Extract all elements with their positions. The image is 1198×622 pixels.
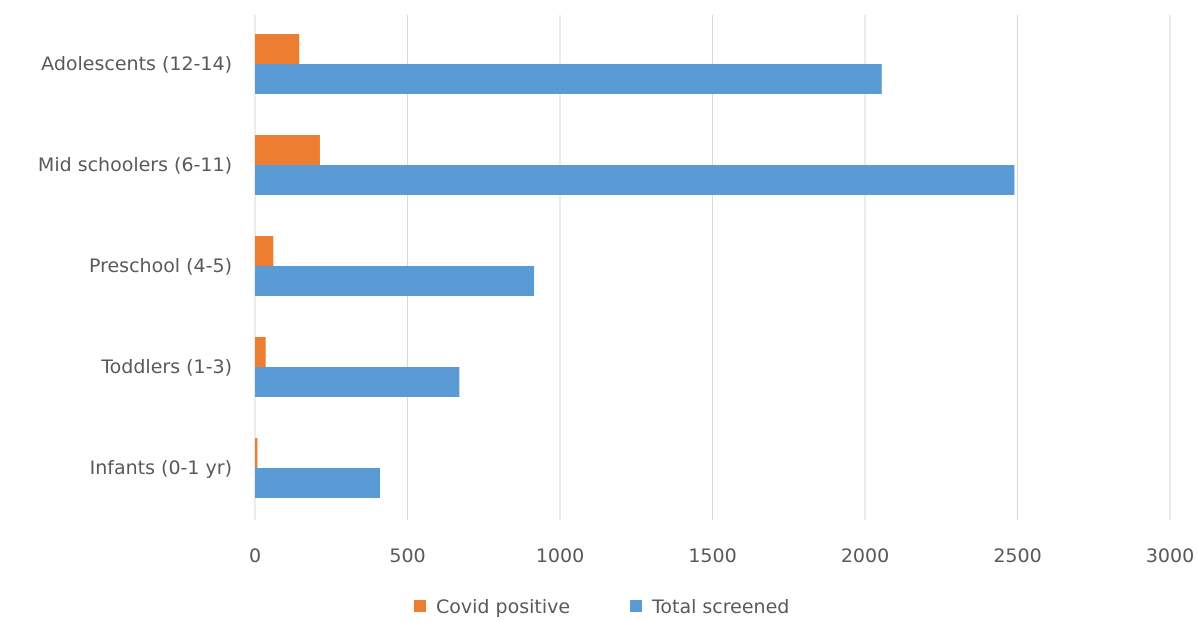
bar-covid-positive (255, 337, 266, 367)
bar-covid-positive (255, 135, 320, 165)
category-label: Mid schoolers (6-11) (38, 154, 232, 176)
bar-total-screened (255, 468, 381, 498)
legend-swatch (414, 600, 426, 612)
x-tick-label: 3000 (1146, 545, 1194, 567)
x-tick-label: 1500 (688, 545, 736, 567)
legend: Covid positive Total screened (414, 596, 789, 618)
legend-label: Total screened (651, 596, 789, 618)
x-tick-label: 500 (389, 545, 425, 567)
bar-covid-positive (255, 34, 300, 64)
bar-covid-positive (255, 236, 274, 266)
bar-total-screened (255, 165, 1015, 195)
bar-total-screened (255, 367, 460, 397)
legend-swatch (630, 600, 642, 612)
category-label: Infants (0-1 yr) (90, 457, 232, 479)
x-tick-label: 2000 (841, 545, 889, 567)
x-tick-labels: 0 500 1000 1500 2000 2500 3000 (249, 545, 1194, 567)
x-tick-label: 0 (249, 545, 261, 567)
category-label: Toddlers (1-3) (100, 356, 232, 378)
legend-label: Covid positive (436, 596, 570, 618)
bars (255, 34, 1015, 498)
gridlines (254, 15, 1171, 520)
bar-covid-positive (255, 438, 258, 468)
category-label: Adolescents (12-14) (41, 53, 232, 75)
category-label: Preschool (4-5) (89, 255, 232, 277)
bar-total-screened (255, 266, 535, 296)
category-labels: Adolescents (12-14) Mid schoolers (6-11) P… (38, 53, 232, 479)
x-tick-label: 1000 (536, 545, 584, 567)
bar-total-screened (255, 64, 882, 94)
x-tick-label: 2500 (993, 545, 1041, 567)
